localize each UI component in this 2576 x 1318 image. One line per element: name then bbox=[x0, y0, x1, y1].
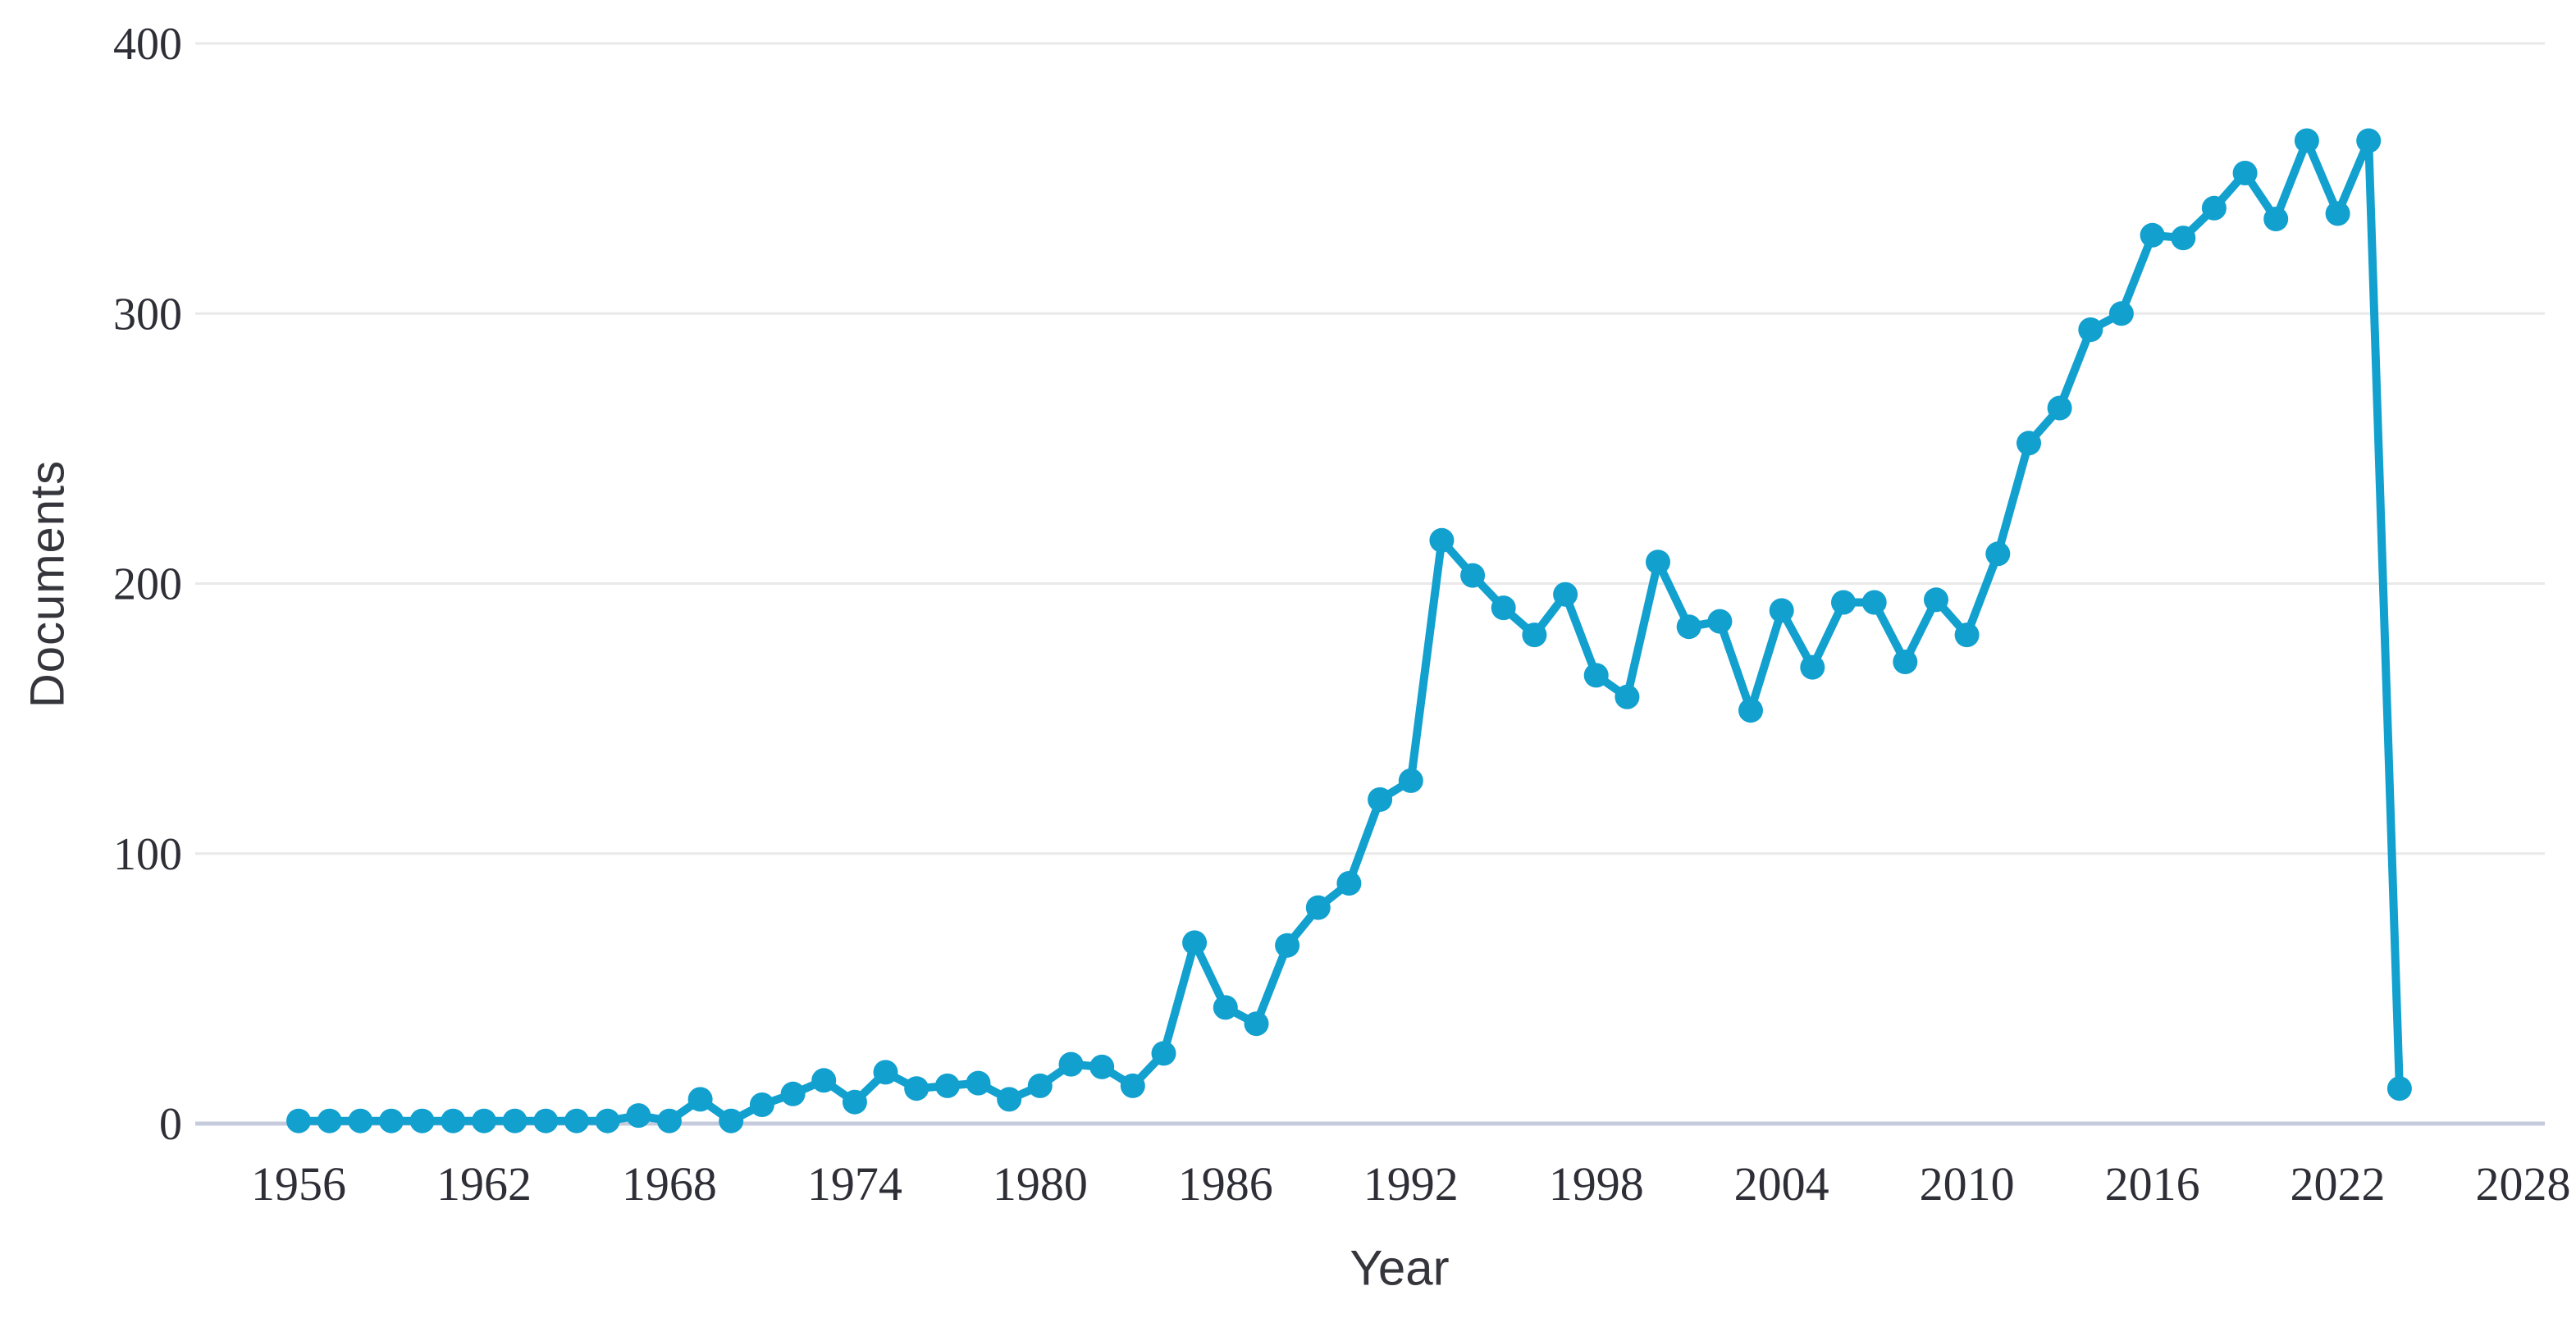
data-point-2015 bbox=[2108, 301, 2134, 326]
data-point-2010 bbox=[1954, 623, 1980, 648]
data-point-1986 bbox=[1213, 995, 1238, 1020]
data-point-1998 bbox=[1583, 663, 1609, 688]
data-point-1990 bbox=[1336, 871, 1362, 896]
data-point-2001 bbox=[1676, 614, 1701, 640]
data-point-2017 bbox=[2171, 226, 2196, 251]
x-axis-title: Year bbox=[1350, 1240, 1450, 1296]
data-point-2005 bbox=[1800, 654, 1825, 680]
data-point-2007 bbox=[1861, 590, 1887, 615]
data-point-2006 bbox=[1831, 590, 1856, 615]
data-point-1960 bbox=[409, 1108, 435, 1133]
data-point-1979 bbox=[997, 1087, 1022, 1112]
data-point-1995 bbox=[1491, 595, 1516, 621]
data-point-1991 bbox=[1368, 787, 1393, 812]
data-point-2021 bbox=[2294, 128, 2319, 153]
data-point-2022 bbox=[2325, 201, 2350, 226]
x-tick-label-2022: 2022 bbox=[2291, 1157, 2386, 1211]
x-tick-label-2004: 2004 bbox=[1734, 1157, 1829, 1211]
data-point-1962 bbox=[472, 1108, 496, 1133]
data-point-2018 bbox=[2201, 195, 2227, 221]
data-point-1982 bbox=[1089, 1054, 1115, 1079]
y-axis-title: Documents bbox=[21, 459, 75, 709]
data-point-2004 bbox=[1769, 598, 1794, 623]
data-point-1980 bbox=[1027, 1073, 1053, 1098]
data-point-2016 bbox=[2140, 222, 2165, 248]
data-point-1976 bbox=[904, 1076, 929, 1101]
data-point-2002 bbox=[1707, 609, 1733, 634]
x-tick-label-1998: 1998 bbox=[1549, 1157, 1644, 1211]
data-point-1987 bbox=[1244, 1011, 1269, 1037]
data-point-1970 bbox=[719, 1108, 744, 1133]
data-point-1959 bbox=[379, 1108, 404, 1133]
y-tick-label-200: 200 bbox=[113, 559, 182, 610]
data-point-2024 bbox=[2386, 1076, 2412, 1101]
series-line-documents bbox=[295, 136, 2404, 1125]
data-point-1985 bbox=[1182, 930, 1208, 955]
y-tick-label-100: 100 bbox=[113, 829, 182, 880]
data-point-1981 bbox=[1058, 1051, 1084, 1077]
data-point-1969 bbox=[687, 1087, 713, 1112]
data-point-1967 bbox=[626, 1103, 651, 1129]
data-point-1992 bbox=[1398, 768, 1423, 793]
data-point-1971 bbox=[749, 1092, 774, 1117]
data-point-1968 bbox=[656, 1108, 682, 1133]
x-tick-label-2010: 2010 bbox=[1920, 1157, 2015, 1211]
data-point-1966 bbox=[595, 1108, 620, 1133]
data-point-2009 bbox=[1924, 587, 1948, 613]
x-tick-label-1980: 1980 bbox=[993, 1157, 1088, 1211]
data-point-2023 bbox=[2356, 128, 2382, 153]
data-point-2013 bbox=[2047, 395, 2072, 421]
data-point-2020 bbox=[2263, 207, 2289, 231]
x-tick-label-1992: 1992 bbox=[1363, 1157, 1459, 1211]
data-point-2000 bbox=[1646, 550, 1670, 575]
data-point-1988 bbox=[1275, 933, 1300, 958]
data-point-1977 bbox=[934, 1073, 960, 1098]
x-tick-label-1986: 1986 bbox=[1178, 1157, 1273, 1211]
data-point-1974 bbox=[842, 1089, 867, 1115]
data-point-2003 bbox=[1738, 698, 1763, 723]
data-point-1996 bbox=[1522, 623, 1547, 648]
x-tick-label-2028: 2028 bbox=[2476, 1157, 2571, 1211]
x-tick-label-1968: 1968 bbox=[622, 1157, 717, 1211]
data-point-1993 bbox=[1429, 527, 1455, 553]
x-tick-label-2016: 2016 bbox=[2105, 1157, 2200, 1211]
data-point-1984 bbox=[1151, 1041, 1176, 1066]
data-point-1978 bbox=[966, 1070, 991, 1096]
data-point-1965 bbox=[564, 1108, 589, 1133]
data-point-1961 bbox=[441, 1108, 466, 1133]
data-point-2019 bbox=[2232, 161, 2258, 185]
data-point-2011 bbox=[1985, 541, 2011, 567]
data-point-2012 bbox=[2016, 431, 2041, 456]
data-point-1958 bbox=[348, 1108, 373, 1133]
data-point-1973 bbox=[811, 1068, 837, 1093]
data-point-1963 bbox=[502, 1108, 528, 1133]
data-point-1999 bbox=[1615, 684, 1640, 709]
data-point-1975 bbox=[873, 1060, 898, 1085]
data-point-1983 bbox=[1120, 1073, 1145, 1098]
data-point-1972 bbox=[780, 1081, 806, 1106]
data-point-2014 bbox=[2078, 317, 2103, 342]
data-point-1994 bbox=[1460, 563, 1486, 588]
x-tick-label-1974: 1974 bbox=[807, 1157, 902, 1211]
data-point-1957 bbox=[317, 1108, 342, 1133]
y-tick-label-0: 0 bbox=[159, 1099, 182, 1150]
y-tick-label-400: 400 bbox=[113, 19, 182, 70]
data-point-1997 bbox=[1553, 581, 1578, 607]
data-point-1964 bbox=[533, 1108, 559, 1133]
y-tick-label-300: 300 bbox=[113, 289, 182, 340]
data-point-1989 bbox=[1305, 895, 1331, 920]
data-point-1956 bbox=[286, 1108, 311, 1133]
x-tick-label-1962: 1962 bbox=[436, 1157, 532, 1211]
data-point-2008 bbox=[1893, 650, 1918, 674]
x-tick-label-1956: 1956 bbox=[251, 1157, 346, 1211]
